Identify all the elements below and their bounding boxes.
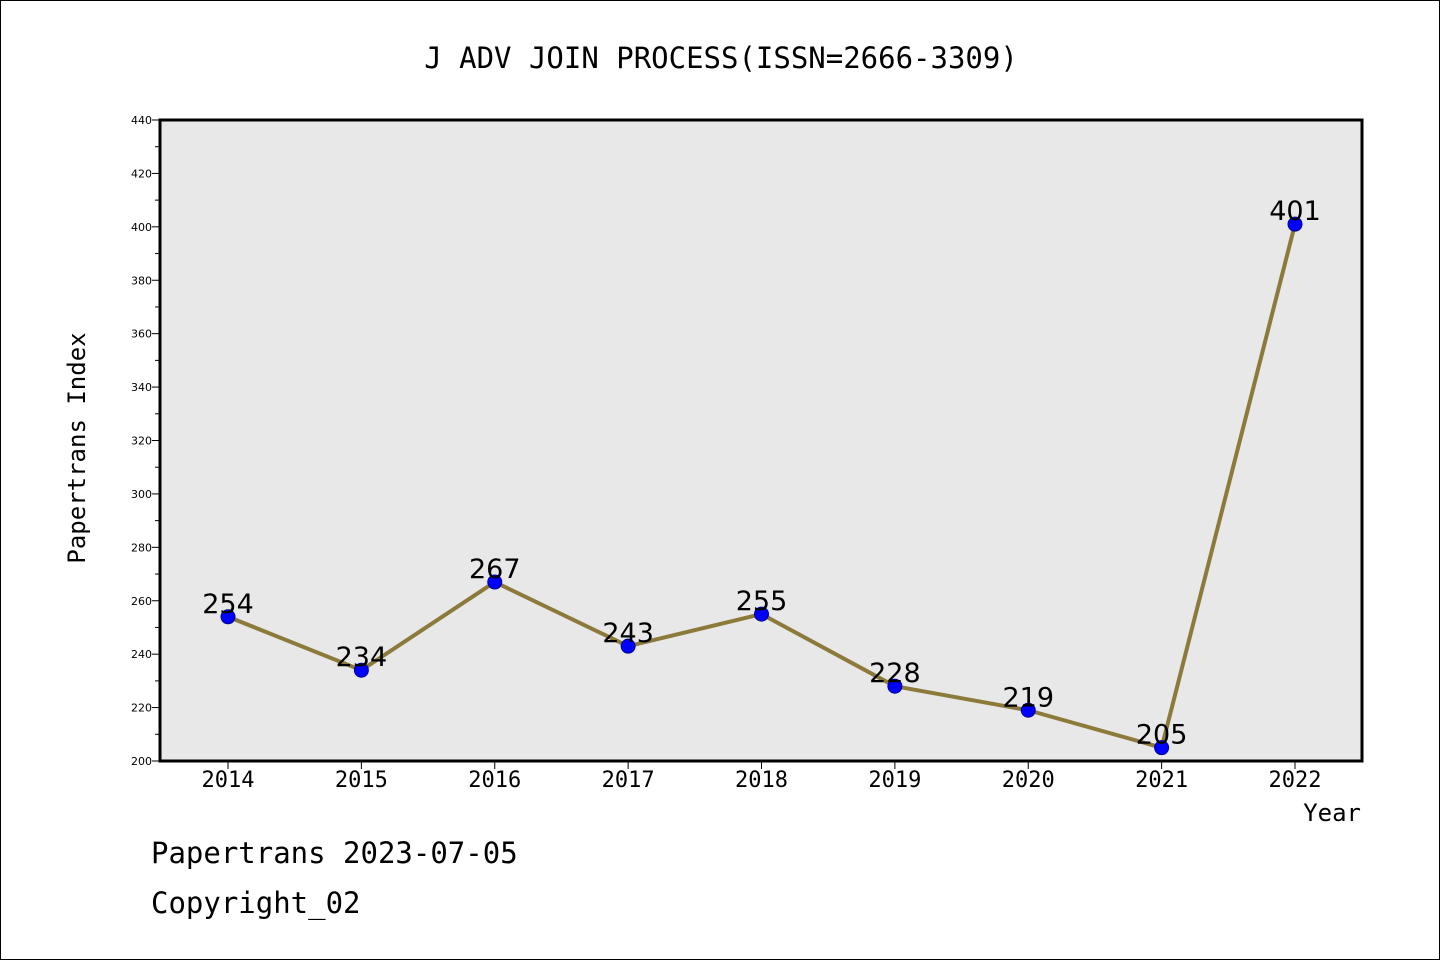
x-tick-label: 2021 xyxy=(1135,768,1188,793)
y-tick-label: 220 xyxy=(131,702,152,715)
data-labels-layer: 254 234 267 243 255 228 219 205 401 xyxy=(202,196,1321,750)
data-point xyxy=(487,574,503,590)
x-tick-label: 2014 xyxy=(202,768,255,793)
data-point xyxy=(220,609,236,625)
y-tick-label: 260 xyxy=(131,595,152,608)
footer-date-text: Papertrans 2023-07-05 xyxy=(151,836,518,870)
x-tick-label: 2016 xyxy=(468,768,521,793)
x-tick-label: 2019 xyxy=(868,768,921,793)
data-point xyxy=(1287,216,1303,232)
data-label: 228 xyxy=(869,658,921,689)
y-tick-label: 360 xyxy=(131,328,152,341)
data-point xyxy=(1154,740,1170,756)
y-tick-label: 300 xyxy=(131,488,152,501)
y-tick-label: 240 xyxy=(131,648,152,661)
data-label: 401 xyxy=(1269,196,1321,227)
data-point xyxy=(1020,702,1036,718)
data-label: 243 xyxy=(602,618,654,649)
data-label: 254 xyxy=(202,589,254,620)
data-label: 234 xyxy=(336,642,388,673)
x-tick-label: 2020 xyxy=(1002,768,1055,793)
x-tick-label: 2022 xyxy=(1269,768,1322,793)
data-point xyxy=(887,678,903,694)
x-tick-label: 2018 xyxy=(735,768,788,793)
data-point xyxy=(754,606,769,622)
y-tick-label: 280 xyxy=(131,541,152,554)
y-axis: 200 220 240 260 280 300 320 340 360 380 400 420 440 xyxy=(131,114,160,768)
data-label: 205 xyxy=(1136,720,1188,751)
data-label: 267 xyxy=(469,554,521,585)
x-tick-label: 2015 xyxy=(335,768,388,793)
data-point xyxy=(620,638,636,654)
chart-title: J ADV JOIN PROCESS(ISSN=2666-3309) xyxy=(424,41,1018,75)
y-tick-label: 400 xyxy=(131,221,152,234)
y-tick-label: 440 xyxy=(131,114,152,127)
x-axis-label: Year xyxy=(1303,799,1361,827)
x-axis: 2014 2015 2016 2017 2018 2019 2020 2021 2022 xyxy=(202,761,1322,793)
y-tick-label: 380 xyxy=(131,274,152,287)
y-tick-label: 320 xyxy=(131,435,152,448)
x-tick-label: 2017 xyxy=(602,768,655,793)
y-tick-label: 420 xyxy=(131,167,152,180)
data-label: 219 xyxy=(1002,682,1054,713)
plot-area xyxy=(158,118,1364,763)
data-label: 255 xyxy=(736,586,788,617)
data-point xyxy=(353,662,369,678)
markers-layer xyxy=(220,216,1303,756)
y-tick-label: 340 xyxy=(131,381,152,394)
y-tick-label: 200 xyxy=(131,755,152,768)
y-axis-label: Papertrans Index xyxy=(63,332,91,563)
footer-copyright-text: Copyright_02 xyxy=(151,886,361,920)
